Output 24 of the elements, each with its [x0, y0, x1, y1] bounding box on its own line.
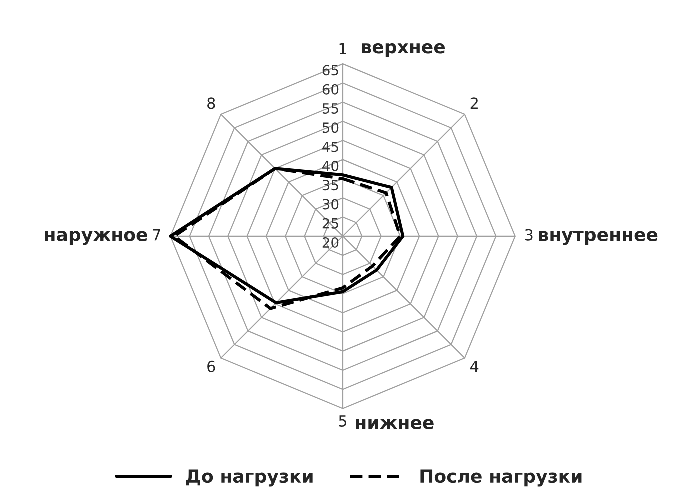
- y-tick-label: 20: [322, 238, 339, 248]
- spoke-label: 4: [470, 361, 479, 372]
- spoke-label: 7: [153, 229, 160, 241]
- y-tick-label: 35: [322, 180, 338, 191]
- spoke-label: 3: [525, 229, 533, 241]
- y-tick-label: 60: [322, 84, 339, 95]
- text: внутреннее: [539, 231, 658, 246]
- y-tick-label: 45: [322, 142, 338, 152]
- spoke-label: 2: [470, 98, 478, 110]
- y-tick-label: 40: [322, 160, 339, 172]
- y-tick-label: 55: [322, 104, 338, 114]
- text: нижнее: [356, 419, 434, 430]
- spoke-label: 6: [208, 360, 216, 372]
- y-tick-label: 25: [322, 218, 338, 229]
- y-tick-label: 65: [322, 65, 338, 76]
- spoke-label: 1: [340, 43, 346, 54]
- y-tick-label: 50: [322, 122, 339, 134]
- text: верхнее: [362, 43, 446, 58]
- spoke-label: 5: [339, 416, 347, 427]
- y-tick-label: 30: [322, 199, 339, 210]
- spoke-label: 8: [208, 98, 216, 110]
- legend-label: До нагрузки: [186, 470, 313, 487]
- legend-label: После нагрузки: [420, 470, 582, 487]
- text: наружное: [45, 231, 148, 246]
